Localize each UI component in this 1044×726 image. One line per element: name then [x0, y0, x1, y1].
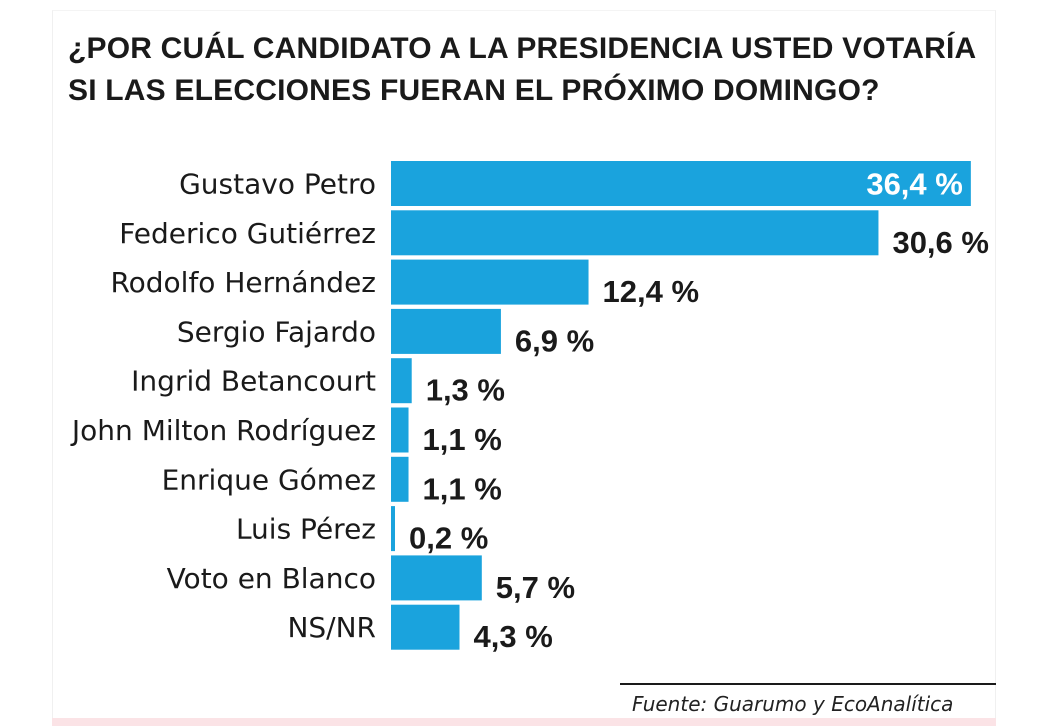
value-label: 0,2 % — [409, 521, 488, 556]
bar — [391, 358, 412, 404]
category-label: NS/NR — [287, 611, 376, 644]
bar — [391, 555, 482, 601]
category-label: Enrique Gómez — [162, 463, 376, 496]
bar — [391, 210, 879, 256]
value-label: 4,3 % — [473, 619, 552, 654]
bar — [391, 407, 409, 453]
bar — [391, 604, 460, 650]
source-note: Fuente: Guarumo y EcoAnalítica — [632, 692, 954, 716]
bar — [391, 456, 409, 502]
chart-title: ¿POR CUÁL CANDIDATO A LA PRESIDENCIA UST… — [68, 28, 988, 112]
category-label: Sergio Fajardo — [177, 315, 376, 348]
chart-title-line-1: ¿POR CUÁL CANDIDATO A LA PRESIDENCIA UST… — [68, 32, 977, 65]
chart-title-line-2: SI LAS ELECCIONES FUERAN EL PRÓXIMO DOMI… — [68, 74, 880, 107]
category-label: Luis Pérez — [236, 513, 376, 546]
value-label: 36,4 % — [866, 167, 963, 202]
bottom-accent-strip — [52, 718, 996, 726]
bar — [391, 308, 501, 354]
bar — [391, 506, 395, 552]
value-label: 5,7 % — [496, 570, 575, 605]
source-rule — [620, 683, 996, 685]
value-label: 6,9 % — [515, 323, 594, 358]
category-label: Rodolfo Hernández — [110, 266, 376, 299]
chart-card — [52, 10, 996, 726]
category-label: Ingrid Betancourt — [131, 365, 376, 398]
bar — [391, 259, 589, 305]
value-label: 12,4 % — [603, 274, 700, 309]
value-label: 30,6 % — [892, 225, 989, 260]
bar — [391, 161, 971, 206]
category-label: Gustavo Petro — [179, 168, 376, 201]
category-label: John Milton Rodríguez — [70, 414, 376, 447]
category-label: Federico Gutiérrez — [119, 217, 376, 250]
value-label: 1,3 % — [426, 373, 505, 408]
category-label: Voto en Blanco — [167, 562, 376, 595]
value-label: 1,1 % — [423, 471, 502, 506]
value-label: 1,1 % — [423, 422, 502, 457]
